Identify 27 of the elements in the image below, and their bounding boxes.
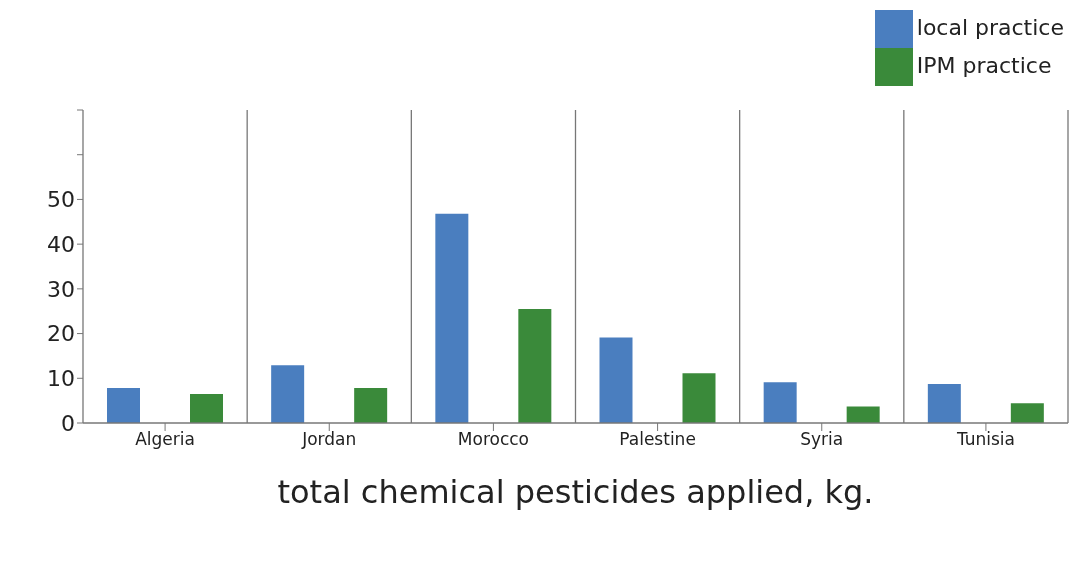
legend-label: local practice <box>916 15 1064 40</box>
bar <box>107 388 140 423</box>
bar <box>599 337 633 423</box>
bar <box>190 393 223 423</box>
bar <box>1010 403 1044 423</box>
y-tick-label: 10 <box>47 366 75 392</box>
bar <box>763 382 797 423</box>
x-axis-title: total chemical pesticides applied, kg. <box>277 473 874 511</box>
bar <box>927 384 961 423</box>
bar <box>518 308 552 423</box>
bar <box>271 365 305 423</box>
x-tick-label: Jordan <box>301 429 357 450</box>
legend-label: IPM practice <box>916 53 1052 78</box>
y-tick-label: 30 <box>47 276 75 302</box>
bar <box>846 406 880 423</box>
x-tick-label: Tunisia <box>955 429 1015 450</box>
bar <box>682 373 716 423</box>
x-tick-label: Algeria <box>135 429 195 450</box>
x-tick-label: Palestine <box>619 429 696 450</box>
y-tick-label: 20 <box>47 321 75 347</box>
bar <box>354 388 388 423</box>
x-tick-label: Syria <box>800 429 844 450</box>
x-tick-label: Morocco <box>457 429 530 450</box>
bar <box>435 213 469 423</box>
y-tick-label: 50 <box>47 187 75 213</box>
y-tick-label: 40 <box>47 231 75 257</box>
y-tick-label: 0 <box>61 410 75 436</box>
